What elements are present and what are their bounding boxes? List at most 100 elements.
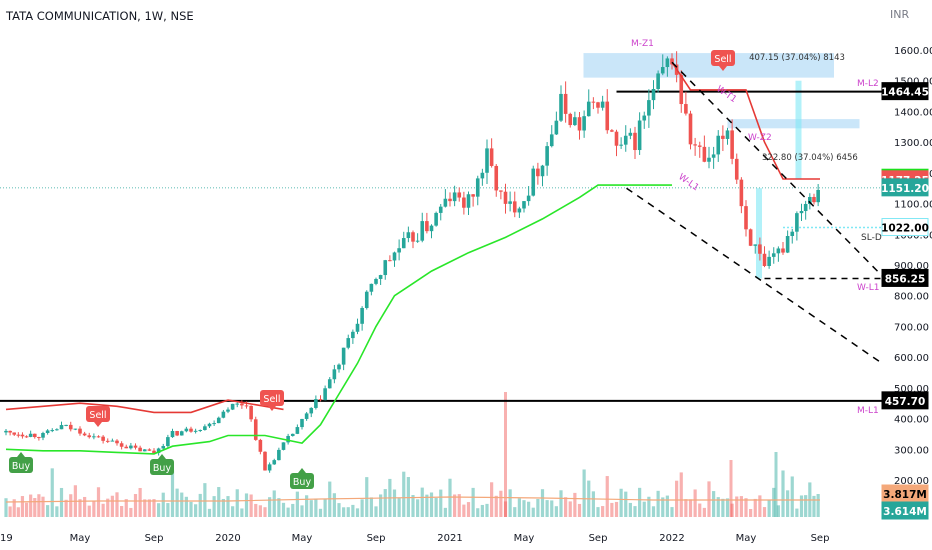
price-tag-text: 856.25 [885,273,926,285]
candle-body [771,253,776,257]
y-tick-label: 700.00 [894,322,929,333]
volume-bar [258,505,262,517]
volume-bar [277,498,281,517]
candle-body [341,347,346,365]
x-tick-label: Sep [145,533,164,544]
volume-bar [217,487,221,517]
buy-signal: Buy [9,452,33,473]
candle-body [355,323,360,332]
candle-body [4,430,8,433]
price-tag-text: 1464.45 [881,87,929,99]
volume-bar [360,499,364,517]
candle-body [212,423,216,425]
candle-body [549,134,554,147]
volume-bar [762,507,767,517]
volume-bar [291,503,295,517]
volume-bar [499,490,503,517]
candle-body [401,238,406,249]
candle-body [101,436,105,441]
candle-body [600,101,605,108]
measure-bar-right [795,80,802,179]
volume-bar [281,502,286,517]
candle-body [503,191,508,204]
supertrend-down-line [671,61,820,180]
volume-bar [485,503,489,517]
volume-bar [416,499,420,517]
volume-bar [522,500,526,517]
candle-body [545,146,549,166]
volume-bar [152,499,156,517]
volume-bar [147,499,151,517]
volume-bar [120,506,124,517]
volume-bar [434,497,438,517]
volume-bar [309,500,313,517]
volume-bar [157,503,161,517]
zone-label: M-Z1 [631,39,654,49]
candle-body [411,232,415,242]
signal-pointer [94,422,102,427]
volume-bar [670,507,674,517]
zone-label: W-Z2 [748,133,772,143]
volume-bar [383,489,387,517]
volume-bar [429,492,434,517]
volume-bar [221,498,225,517]
price-tag: 1151.20 [881,178,929,197]
candle-body [647,100,651,116]
candle-body [374,278,378,284]
volume-bar [50,468,54,517]
volume-bar [20,496,25,517]
volume-bar [702,507,706,517]
candle-body [24,436,29,438]
price-tag-text: 1022.00 [881,223,929,235]
candle-body [258,439,263,452]
candle-body [64,424,68,426]
volume-bar [698,503,702,517]
candle-body [628,132,633,136]
candle-body [198,429,203,431]
trendline-lower [626,187,883,364]
candle-body [230,403,235,410]
signal-label: Buy [293,477,312,488]
volume-bar [536,498,540,517]
volume-bar [647,496,651,517]
volume-bar [318,508,323,517]
candle-body [443,198,448,207]
x-tick-label: Sep [811,533,830,544]
volume-bar [240,508,244,517]
candle-body [45,430,50,434]
candle-body [577,117,582,131]
candle-body [684,104,688,114]
candle-body [92,436,96,438]
volume-bar [776,505,780,517]
volume-bar [804,495,808,517]
volume-bar [365,477,369,517]
candle-body [73,428,78,430]
candle-body [494,165,499,191]
candle-body [184,428,189,432]
volume-bar [517,498,521,517]
volume-bar [37,494,41,517]
volume-bar [29,494,33,517]
y-tick-label: 300.00 [894,445,929,456]
volume-spike [729,460,733,517]
candle-body [795,213,799,232]
y-axis: 1600.001500.001400.001300.001200.001100.… [894,46,932,487]
candle-body [138,447,142,452]
volume-bar [439,489,443,517]
volume-bar [712,491,716,517]
candle-body [785,235,790,253]
candle-body [536,168,540,177]
y-tick-label: 800.00 [894,292,929,303]
candle-body [480,172,485,179]
candle-body [462,197,466,208]
volume-bar [180,492,184,517]
volume-bar [69,494,73,517]
volume-bar [300,505,304,517]
volume-bar [457,494,461,517]
volume-bar [106,498,110,517]
volume-bar [4,498,8,517]
volume-bar [675,480,679,517]
price-labels-layer: 1464.45457.70856.251182.551177.251151.20… [881,82,929,520]
candle-body [277,449,281,461]
